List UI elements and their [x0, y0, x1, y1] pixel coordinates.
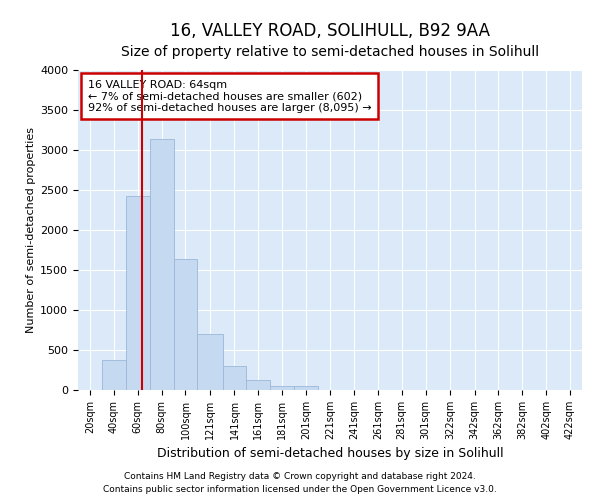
- Text: Size of property relative to semi-detached houses in Solihull: Size of property relative to semi-detach…: [121, 45, 539, 59]
- Bar: [223, 366, 247, 390]
- Y-axis label: Number of semi-detached properties: Number of semi-detached properties: [26, 127, 36, 333]
- Text: Contains public sector information licensed under the Open Government Licence v3: Contains public sector information licen…: [103, 484, 497, 494]
- Text: Contains HM Land Registry data © Crown copyright and database right 2024.: Contains HM Land Registry data © Crown c…: [124, 472, 476, 481]
- Bar: [294, 386, 318, 390]
- Bar: [270, 386, 294, 390]
- Text: 16, VALLEY ROAD, SOLIHULL, B92 9AA: 16, VALLEY ROAD, SOLIHULL, B92 9AA: [170, 22, 490, 40]
- Text: 16 VALLEY ROAD: 64sqm
← 7% of semi-detached houses are smaller (602)
92% of semi: 16 VALLEY ROAD: 64sqm ← 7% of semi-detac…: [88, 80, 372, 113]
- X-axis label: Distribution of semi-detached houses by size in Solihull: Distribution of semi-detached houses by …: [157, 448, 503, 460]
- Bar: [247, 380, 270, 390]
- Bar: [126, 196, 149, 390]
- Bar: [102, 360, 126, 390]
- Bar: [197, 334, 223, 390]
- Bar: [173, 259, 197, 390]
- Bar: [149, 139, 173, 390]
